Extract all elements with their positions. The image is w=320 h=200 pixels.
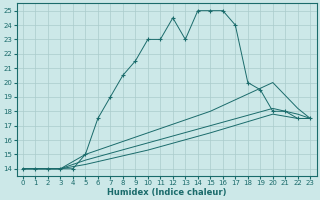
X-axis label: Humidex (Indice chaleur): Humidex (Indice chaleur) — [107, 188, 226, 197]
